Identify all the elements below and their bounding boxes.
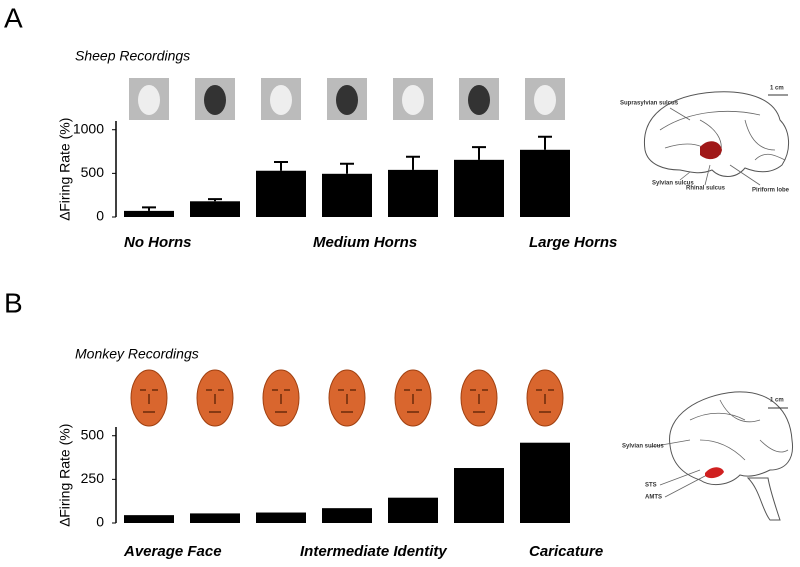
x-category-label: Medium Horns xyxy=(313,234,417,251)
bar xyxy=(256,512,306,523)
brain-label: Piriform lobe xyxy=(752,188,790,194)
y-tick-label: 500 xyxy=(81,164,105,180)
bar xyxy=(520,442,570,523)
face-features xyxy=(536,389,554,413)
scale-label: 1 cm xyxy=(770,398,784,404)
bar xyxy=(454,159,504,217)
stimulus-head xyxy=(270,85,292,115)
face-features xyxy=(140,389,158,413)
bar xyxy=(124,515,174,523)
bar xyxy=(454,468,504,523)
error-bar xyxy=(538,135,552,150)
stimulus-head xyxy=(534,85,556,115)
bar xyxy=(520,149,570,217)
y-tick-label: 1000 xyxy=(73,120,104,136)
panel-label: A xyxy=(4,2,23,33)
stimulus-head xyxy=(336,85,358,115)
bar xyxy=(322,508,372,523)
y-axis-label: ∆Firing Rate (%) xyxy=(57,424,73,527)
scale-label: 1 cm xyxy=(770,86,784,92)
face-features xyxy=(470,389,488,413)
x-category-label: Intermediate Identity xyxy=(300,543,447,560)
face-features xyxy=(206,389,224,413)
subtitle: Sheep Recordings xyxy=(75,48,190,64)
bar xyxy=(322,173,372,217)
face-features xyxy=(272,389,290,413)
bar xyxy=(190,513,240,523)
brain-label: STS xyxy=(645,483,657,489)
panel-label: B xyxy=(4,287,23,318)
error-bar xyxy=(340,162,354,174)
stimulus-head xyxy=(402,85,424,115)
stimulus-head xyxy=(138,85,160,115)
brain-label: AMTS xyxy=(645,495,662,501)
stimulus-head xyxy=(468,85,490,115)
error-bar xyxy=(142,206,156,211)
stimulus-head xyxy=(204,85,226,115)
monkey-brain xyxy=(649,391,794,521)
bar xyxy=(124,210,174,217)
brain-label: Sylvian sulcus xyxy=(652,181,694,187)
y-tick-label: 250 xyxy=(81,470,105,486)
bar xyxy=(190,201,240,217)
error-bar xyxy=(208,198,222,202)
face-features xyxy=(338,389,356,413)
error-bar xyxy=(274,161,288,171)
bar xyxy=(388,497,438,523)
y-tick-label: 0 xyxy=(96,208,104,224)
x-category-label: Large Horns xyxy=(529,234,617,251)
brain-label: Rhinal sulcus xyxy=(686,186,726,192)
sheep-brain xyxy=(643,91,789,186)
x-category-label: Caricature xyxy=(529,543,603,560)
face-features xyxy=(404,389,422,413)
error-bar xyxy=(472,146,486,160)
x-category-label: Average Face xyxy=(123,543,222,560)
error-bar xyxy=(406,155,420,170)
y-tick-label: 0 xyxy=(96,514,104,530)
subtitle: Monkey Recordings xyxy=(75,346,199,362)
y-tick-label: 500 xyxy=(81,426,105,442)
y-axis-label: ∆Firing Rate (%) xyxy=(57,118,73,221)
brain-label: Suprasylvian sulcus xyxy=(620,101,679,107)
bar xyxy=(256,170,306,217)
brain-label: Sylvian sulcus xyxy=(622,444,664,450)
x-category-label: No Horns xyxy=(124,234,192,251)
bar xyxy=(388,169,438,217)
